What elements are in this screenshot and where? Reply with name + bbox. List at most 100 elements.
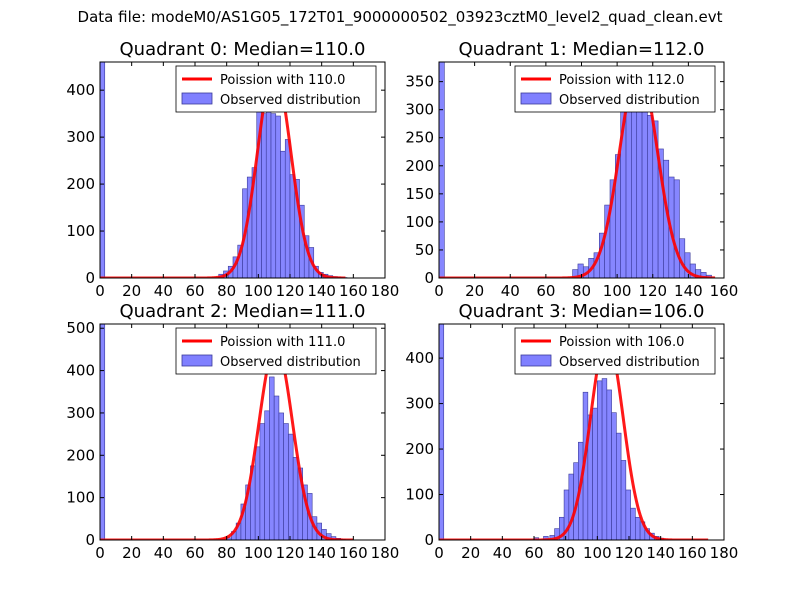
quadrant-2-panel: Quadrant 2: Median=111.0 0 20 40 60 80 100 120 1… — [50, 298, 415, 588]
y-tick-label: 100 — [66, 489, 95, 507]
y-tick-label: 0 — [85, 531, 95, 549]
x-tick-label: 0 — [95, 544, 105, 562]
y-tick-label: 350 — [405, 73, 434, 91]
plot-area — [439, 62, 716, 278]
x-tick-label: 60 — [524, 544, 543, 562]
x-tick-label: 20 — [122, 544, 141, 562]
quadrant-0-chart: Quadrant 0: Median=110.00 20 40 60 80 100 120 1… — [66, 39, 399, 300]
histogram-bar — [269, 376, 275, 540]
x-tick-label: 80 — [217, 544, 236, 562]
histogram-bar — [439, 324, 445, 540]
legend-label-fit: Poission with 111.0 — [220, 335, 345, 350]
y-tick-label: 200 — [66, 175, 95, 193]
chart-title: Quadrant 0: Median=110.0 — [120, 39, 366, 60]
poisson-fit-line — [100, 67, 347, 278]
histogram-bar — [100, 62, 106, 278]
x-tick-label: 80 — [572, 282, 591, 300]
x-tick-label: 40 — [493, 544, 512, 562]
x-tick-label: 120 — [638, 282, 667, 300]
histogram-bar — [273, 395, 280, 540]
x-tick-label: 180 — [371, 544, 400, 562]
chart-title: Quadrant 1: Median=112.0 — [459, 39, 705, 60]
x-tick-label: 40 — [154, 544, 173, 562]
y-tick-label: 100 — [405, 213, 434, 231]
histogram-bar — [636, 95, 643, 278]
legend-label-fit: Poission with 110.0 — [220, 73, 345, 88]
histogram-bar — [631, 84, 638, 278]
legend-hist-swatch — [520, 354, 552, 367]
x-tick-label: 0 — [434, 544, 444, 562]
y-tick-label: 400 — [405, 349, 434, 367]
x-tick-label: 80 — [217, 282, 236, 300]
histogram-bar — [597, 380, 603, 540]
histogram-bar — [284, 139, 291, 278]
figure-title: Data file: modeM0/AS1G05_172T01_90000005… — [77, 8, 723, 26]
y-tick-label: 400 — [66, 81, 95, 99]
x-tick-label: 140 — [307, 282, 336, 300]
histogram-bar — [275, 115, 281, 278]
x-tick-label: 180 — [710, 544, 739, 562]
y-tick-label: 300 — [405, 395, 434, 413]
histogram-bar — [620, 460, 627, 540]
x-tick-label: 160 — [339, 282, 368, 300]
histogram-bar — [283, 423, 289, 540]
legend-hist-swatch — [181, 92, 213, 105]
y-tick-label: 0 — [424, 269, 434, 287]
x-tick-label: 40 — [501, 282, 520, 300]
x-tick-label: 140 — [307, 544, 336, 562]
histogram-bar — [278, 412, 284, 540]
y-tick-label: 0 — [424, 531, 434, 549]
histogram-bar — [592, 407, 598, 540]
histogram-bar — [606, 389, 612, 540]
histogram-bar — [673, 179, 680, 278]
histogram-bar — [292, 457, 299, 540]
histogram-bar — [625, 489, 631, 540]
axes-frame — [438, 323, 725, 541]
histogram-bar — [264, 410, 270, 540]
histogram-bar — [616, 432, 622, 540]
y-tick-label: 300 — [66, 128, 95, 146]
histogram-bar — [254, 446, 261, 540]
histogram-bar — [641, 100, 648, 278]
x-tick-label: 100 — [583, 544, 612, 562]
histogram-bar — [289, 174, 296, 278]
y-tick-label: 250 — [405, 129, 434, 147]
y-tick-label: 50 — [415, 241, 434, 259]
histogram-bar — [647, 114, 654, 278]
histogram-bar — [259, 423, 265, 540]
x-tick-label: 100 — [244, 282, 273, 300]
y-tick-label: 500 — [66, 319, 95, 337]
axes-frame — [99, 323, 386, 541]
histogram-bar — [280, 150, 286, 278]
histogram-bar — [601, 378, 608, 540]
y-tick-label: 100 — [66, 222, 95, 240]
quadrant-3-chart: Quadrant 3: Median=106.00 20 40 60 80 100 120 1… — [405, 301, 739, 562]
x-tick-label: 80 — [556, 544, 575, 562]
y-tick-label: 200 — [405, 157, 434, 175]
histogram-bar — [439, 62, 445, 278]
histogram-bar — [635, 516, 641, 540]
y-tick-label: 150 — [405, 185, 434, 203]
histogram-bar — [265, 99, 272, 278]
x-tick-label: 100 — [603, 282, 632, 300]
x-tick-label: 40 — [154, 282, 173, 300]
plot-area — [439, 324, 709, 540]
x-tick-label: 20 — [122, 282, 141, 300]
x-tick-label: 160 — [339, 544, 368, 562]
x-tick-label: 140 — [674, 282, 703, 300]
x-tick-label: 0 — [95, 282, 105, 300]
histogram-bar — [630, 507, 636, 540]
legend-label-fit: Poission with 106.0 — [559, 335, 684, 350]
x-tick-label: 0 — [434, 282, 444, 300]
axes-frame — [99, 61, 386, 279]
legend-hist-swatch — [520, 92, 552, 105]
histogram-bar — [611, 412, 617, 540]
histogram-bar — [100, 324, 106, 540]
quadrant-1-panel: Quadrant 1: Median=112.0 0 20 40 60 80 100 120 1… — [389, 36, 754, 326]
x-tick-label: 60 — [185, 282, 204, 300]
y-tick-label: 200 — [405, 440, 434, 458]
histogram-bar — [625, 100, 632, 278]
x-tick-label: 20 — [461, 544, 480, 562]
y-tick-label: 400 — [66, 362, 95, 380]
x-tick-label: 140 — [646, 544, 675, 562]
